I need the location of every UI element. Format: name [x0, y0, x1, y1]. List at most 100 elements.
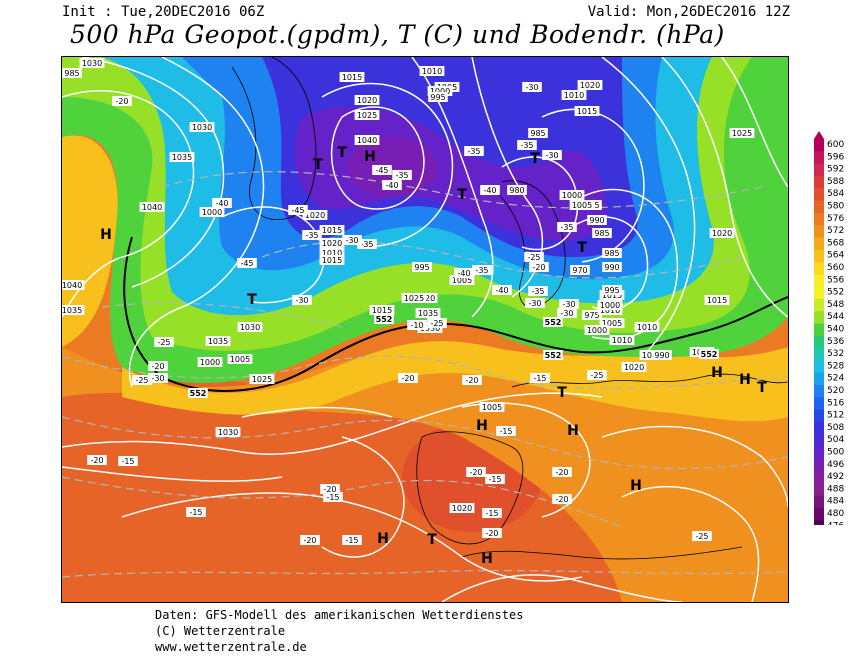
isotherm-label-bg [517, 140, 537, 150]
legend-value: 504 [827, 435, 844, 445]
coastline-greenland [231, 57, 317, 220]
isotherm-label-bg [288, 205, 308, 215]
isobar-label: 1040 [357, 136, 377, 145]
isotherm-label: -20 [90, 456, 103, 465]
isotherm-label: -35 [467, 147, 480, 156]
isobar-label: 1015 [322, 256, 342, 265]
isotherm-label: -35 [395, 171, 408, 180]
isobar-label-bg [197, 357, 223, 367]
isobar-label: 1000 [200, 358, 220, 367]
isotherm-label: -20 [323, 485, 336, 494]
isotherm-label-bg [464, 146, 484, 156]
isobar-label-bg [704, 295, 730, 305]
isotherm-label: -25 [527, 253, 540, 262]
isobar-label-bg [561, 90, 587, 100]
isotherm-label: -40 [495, 286, 508, 295]
isotherm-label-bg [212, 198, 232, 208]
legend-value: 484 [827, 497, 844, 507]
isotherm-label-bg [529, 262, 549, 272]
isobar-label-bg [602, 285, 622, 295]
isotherm-label-bg [482, 528, 502, 538]
isobar-label-bg [507, 185, 527, 195]
isobar-label-bg [401, 293, 427, 303]
isobar-label-bg [449, 275, 475, 285]
isobar-label-bg [319, 255, 345, 265]
isobar-label: 995 [414, 263, 429, 272]
isotherm-label: -45 [291, 206, 304, 215]
legend-swatch [814, 323, 824, 337]
isobar-label: 990 [604, 263, 619, 272]
high-pressure-marker: H [567, 423, 579, 439]
legend-swatch [814, 225, 824, 238]
geopotential-label-bg [188, 388, 208, 398]
isobar-label: 985 [594, 229, 609, 238]
legend-value: 548 [827, 300, 844, 310]
isobar-line [62, 89, 195, 318]
isobar-label-bg [199, 207, 225, 217]
isotherm-label: -20 [532, 263, 545, 272]
isotherm-label-bg [692, 531, 712, 541]
isobar-label: 1000 [587, 326, 607, 335]
isobar-label-bg [62, 305, 85, 315]
isobar-label-bg [354, 110, 380, 120]
isotherm-label-bg [482, 508, 502, 518]
isotherm-label-bg [320, 484, 340, 494]
coastline-europe [511, 373, 788, 388]
isobar-label-bg [639, 350, 665, 360]
isobar-label-bg [319, 238, 345, 248]
isotherm-label: -20 [465, 376, 478, 385]
isobar-label: 1010 [637, 323, 657, 332]
orange-band [62, 347, 788, 602]
isotherm-label-bg [557, 222, 577, 232]
isobar-label: 1030 [420, 324, 440, 333]
isotherm-label-bg [112, 96, 132, 106]
isobar-label: 1015 [372, 306, 392, 315]
isotherm-label: -25 [135, 376, 148, 385]
isobar-line [321, 436, 405, 558]
coastline-scandinavia [491, 180, 566, 308]
isobar-line [62, 392, 603, 456]
legend-swatch [814, 335, 824, 349]
isotherm-label-bg [148, 373, 168, 383]
isobar-line [128, 57, 265, 388]
legend-swatch [814, 237, 824, 251]
geopotential-label-bg [543, 350, 563, 360]
isotherm-label: -15 [189, 508, 202, 517]
isobar-label: 1005 [452, 276, 472, 285]
isotherm-line [161, 171, 763, 209]
isotherm-label: -20 [151, 362, 164, 371]
legend-value: 572 [827, 226, 844, 236]
isotherm-label-bg [524, 252, 544, 262]
legend-value: 512 [827, 411, 844, 421]
isotherm-label: -20 [555, 468, 568, 477]
isotherm-line [62, 476, 623, 528]
isobar-label: 1005 [482, 403, 502, 412]
chart-title: 500 hPa Geopot.(gpdm), T (C) und Bodendr… [70, 20, 725, 49]
isotherm-label: -30 [525, 83, 538, 92]
isobar-label: 1000 [202, 208, 222, 217]
isobar-label-bg [249, 374, 275, 384]
isobar-label: 1020 [305, 211, 325, 220]
isotherm-label: -15 [488, 475, 501, 484]
isotherm-label: -20 [303, 536, 316, 545]
isotherm-label-bg [528, 286, 548, 296]
isotherm-label: -25 [590, 371, 603, 380]
footer-website[interactable]: www.wetterzentrale.de [155, 640, 307, 654]
isotherm-label-bg [237, 258, 257, 268]
isotherm-label-bg [454, 268, 474, 278]
legend-swatch [814, 397, 824, 411]
isotherm-label: -25 [695, 532, 708, 541]
isotherm-label-bg [154, 337, 174, 347]
low-pressure-marker: T [313, 157, 323, 173]
legend-value: 488 [827, 484, 844, 494]
isobar-label-bg [634, 322, 660, 332]
isobar-label-bg [621, 362, 647, 372]
isobar-label-bg [584, 325, 610, 335]
high-pressure-marker: H [711, 365, 723, 381]
isotherm-label: -35 [305, 231, 318, 240]
legend-swatch [814, 421, 824, 435]
isobar-label: 1010 [322, 249, 342, 258]
isobar-label-bg [227, 354, 253, 364]
legend-swatch [814, 446, 824, 460]
isobar-label-bg [319, 225, 345, 235]
